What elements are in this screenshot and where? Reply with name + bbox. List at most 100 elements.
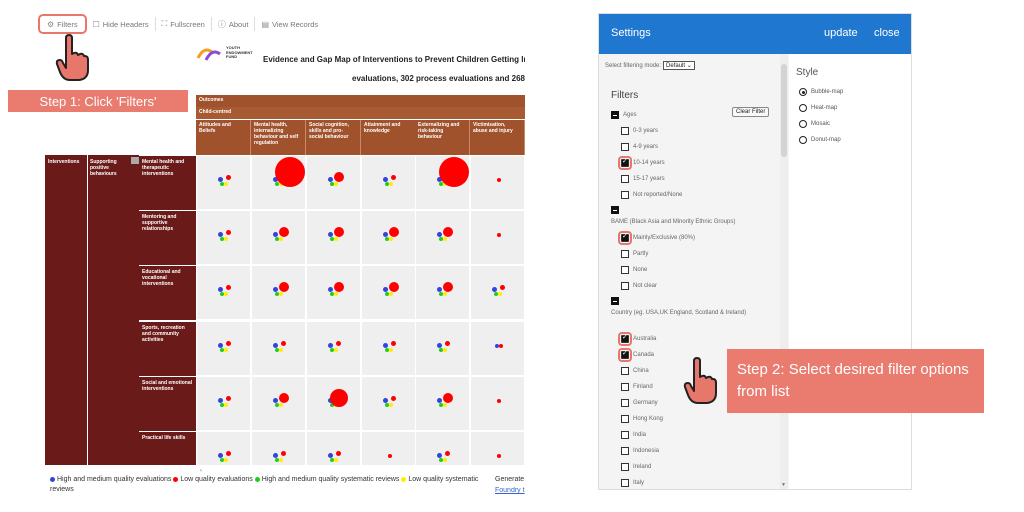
filter-checkbox[interactable] xyxy=(621,250,629,258)
filter-checkbox[interactable] xyxy=(618,332,632,346)
map-cell[interactable] xyxy=(251,210,306,265)
map-cell[interactable] xyxy=(361,210,416,265)
filter-option[interactable]: China xyxy=(621,367,649,375)
close-button[interactable]: close xyxy=(874,27,900,39)
filtering-mode-select[interactable]: Default ⌄ xyxy=(663,61,695,70)
map-cell[interactable] xyxy=(251,431,306,465)
filter-checkbox[interactable] xyxy=(621,479,629,487)
filter-checkbox[interactable] xyxy=(621,463,629,471)
map-cell[interactable] xyxy=(361,321,416,376)
filter-checkbox[interactable] xyxy=(618,231,632,245)
map-cell[interactable] xyxy=(470,265,525,320)
filter-checkbox[interactable] xyxy=(621,415,629,423)
map-cell[interactable] xyxy=(196,210,251,265)
map-cell[interactable] xyxy=(415,155,470,210)
view-records-button[interactable]: ▤ View Records xyxy=(255,17,324,31)
filter-checkbox[interactable] xyxy=(621,367,629,375)
filter-checkbox[interactable] xyxy=(621,175,629,183)
filter-option[interactable]: Hong Kong xyxy=(621,415,663,423)
filter-checkbox[interactable] xyxy=(621,143,629,151)
about-button[interactable]: ⓘ About xyxy=(212,17,256,31)
filter-option[interactable]: Australia xyxy=(618,332,656,346)
map-cell[interactable] xyxy=(306,431,361,465)
map-cell[interactable] xyxy=(415,210,470,265)
map-cell[interactable] xyxy=(470,431,525,465)
map-cell[interactable] xyxy=(196,321,251,376)
clear-filter-button[interactable]: Clear Filter xyxy=(732,107,770,117)
style-option[interactable]: Heat-map xyxy=(799,104,837,112)
map-cell[interactable] xyxy=(306,210,361,265)
foundry-link[interactable]: Foundry t xyxy=(495,487,525,494)
style-option[interactable]: Donut-map xyxy=(799,136,841,144)
map-cell[interactable] xyxy=(306,321,361,376)
filter-option[interactable]: Ireland xyxy=(621,463,651,471)
filter-option[interactable]: 15-17 years xyxy=(621,175,665,183)
filter-checkbox[interactable] xyxy=(621,191,629,199)
filter-option[interactable]: Indonesia xyxy=(621,447,659,455)
map-cell[interactable] xyxy=(306,155,361,210)
map-cell[interactable] xyxy=(361,155,416,210)
map-cell[interactable] xyxy=(306,376,361,431)
map-cell[interactable] xyxy=(361,376,416,431)
map-cell[interactable] xyxy=(361,265,416,320)
scrollbar-thumb[interactable] xyxy=(781,64,787,157)
filter-checkbox[interactable] xyxy=(621,447,629,455)
filter-option[interactable]: 10-14 years xyxy=(618,156,665,170)
vertical-scrollbar[interactable]: ▼ xyxy=(780,54,788,489)
collapse-group-icon[interactable] xyxy=(611,297,619,305)
map-cell[interactable] xyxy=(251,376,306,431)
filter-option[interactable]: Not clear xyxy=(621,282,657,290)
intervention-row-label[interactable]: Mentoring and supportive relationships xyxy=(139,210,196,265)
intervention-row-label[interactable]: Sports, recreation and community activit… xyxy=(139,321,196,376)
style-radio[interactable] xyxy=(799,136,807,144)
map-cell[interactable] xyxy=(251,265,306,320)
filter-option[interactable]: Partly xyxy=(621,250,648,258)
filter-checkbox[interactable] xyxy=(621,127,629,135)
map-cell[interactable] xyxy=(470,155,525,210)
map-cell[interactable] xyxy=(415,321,470,376)
collapse-toggle[interactable] xyxy=(131,157,139,164)
filters-button[interactable]: ⚙ Filters xyxy=(38,14,87,34)
hide-headers-button[interactable]: ☐ Hide Headers xyxy=(87,17,156,31)
filter-checkbox[interactable] xyxy=(621,266,629,274)
intervention-row-label[interactable]: Educational and vocational interventions xyxy=(139,265,196,320)
filter-option[interactable]: 4-9 years xyxy=(621,143,658,151)
filter-option[interactable]: 0-3 years xyxy=(621,127,658,135)
map-cell[interactable] xyxy=(470,321,525,376)
horizontal-scroll-arrow[interactable]: ‹ xyxy=(200,468,202,474)
map-cell[interactable] xyxy=(415,431,470,465)
intervention-row-label[interactable]: Mental health and therapeutic interventi… xyxy=(139,155,196,210)
map-cell[interactable] xyxy=(196,265,251,320)
map-cell[interactable] xyxy=(196,376,251,431)
filter-option[interactable]: Mainly/Exclusive (80%) xyxy=(618,231,695,245)
style-radio[interactable] xyxy=(799,120,807,128)
style-radio[interactable] xyxy=(799,88,807,96)
style-option[interactable]: Bubble-map xyxy=(799,88,843,96)
map-cell[interactable] xyxy=(196,155,251,210)
style-radio[interactable] xyxy=(799,104,807,112)
map-cell[interactable] xyxy=(251,155,306,210)
filter-option[interactable]: Not reported/None xyxy=(621,191,682,199)
intervention-row-label[interactable]: Social and emotional interventions xyxy=(139,376,196,431)
style-option[interactable]: Mosaic xyxy=(799,120,830,128)
intervention-row-label[interactable]: Practical life skills xyxy=(139,431,196,465)
filter-checkbox[interactable] xyxy=(618,348,632,362)
collapse-group-icon[interactable] xyxy=(611,111,619,119)
filter-option[interactable]: Germany xyxy=(621,399,658,407)
map-cell[interactable] xyxy=(470,376,525,431)
filter-option[interactable]: None xyxy=(621,266,647,274)
map-cell[interactable] xyxy=(251,321,306,376)
map-cell[interactable] xyxy=(306,265,361,320)
filter-option[interactable]: Finland xyxy=(621,383,653,391)
filter-checkbox[interactable] xyxy=(621,399,629,407)
scroll-down-arrow[interactable]: ▼ xyxy=(781,482,786,488)
filter-checkbox[interactable] xyxy=(621,383,629,391)
filter-checkbox[interactable] xyxy=(621,431,629,439)
fullscreen-button[interactable]: ⛶ Fullscreen xyxy=(156,17,212,31)
filter-option[interactable]: India xyxy=(621,431,646,439)
map-cell[interactable] xyxy=(415,265,470,320)
filter-option[interactable]: Canada xyxy=(618,348,654,362)
map-cell[interactable] xyxy=(196,431,251,465)
filter-checkbox[interactable] xyxy=(621,282,629,290)
update-button[interactable]: update xyxy=(824,27,858,39)
